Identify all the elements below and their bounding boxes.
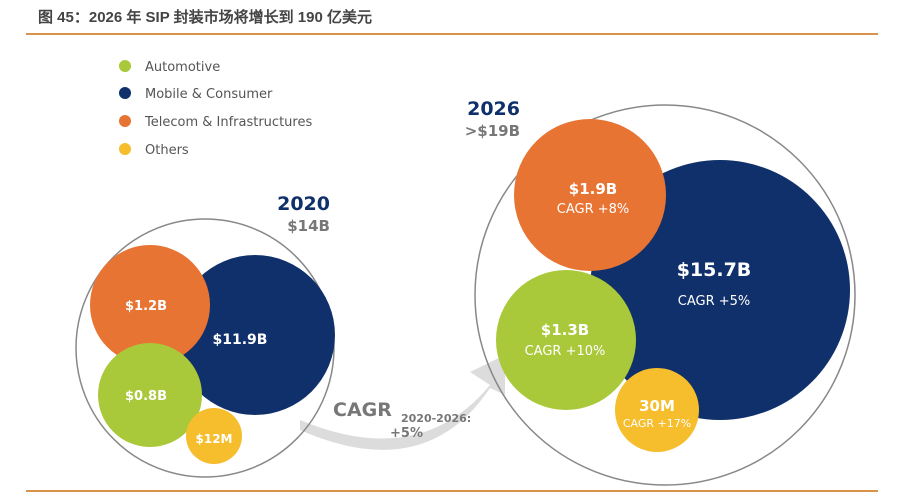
- cagr-automotive-2026: CAGR +10%: [525, 344, 606, 359]
- arrow-value: +5%: [390, 426, 423, 441]
- value-others-2026: 30M: [639, 397, 675, 415]
- bubble-mobile-2020: [175, 255, 335, 415]
- total-2026: >$19B: [465, 122, 520, 140]
- bubble-group-2026: 2026 >$19B $15.7B CAGR +5% $1.9B CAGR +8…: [465, 98, 856, 486]
- legend-label: Mobile & Consumer: [145, 87, 273, 102]
- bubble-automotive-2026: [496, 270, 636, 410]
- value-telecom-2020: $1.2B: [125, 299, 167, 314]
- legend: Automotive Mobile & Consumer Telecom & I…: [119, 60, 312, 158]
- year-2026: 2026: [467, 98, 520, 120]
- bubble-others-2026: [615, 368, 699, 452]
- legend-dot-telecom: [119, 115, 131, 127]
- top-divider: [26, 33, 878, 35]
- legend-label: Others: [145, 143, 189, 158]
- bubble-automotive-2020: [98, 343, 202, 447]
- outer-circle-2020: [75, 218, 335, 478]
- legend-dot-automotive: [119, 60, 131, 72]
- bubble-group-2020: 2020 $14B $11.9B $1.2B $0.8B $12M: [75, 193, 335, 478]
- legend-label: Telecom & Infrastructures: [144, 115, 312, 130]
- bottom-divider: [26, 490, 878, 492]
- value-mobile-2020: $11.9B: [213, 332, 268, 348]
- growth-arrow: [300, 355, 505, 450]
- bubble-telecom-2020: [90, 245, 210, 365]
- cagr-telecom-2026: CAGR +8%: [557, 202, 630, 217]
- total-2020: $14B: [287, 217, 330, 235]
- figure-title: 图 45：2026 年 SIP 封装市场将增长到 190 亿美元: [38, 9, 372, 26]
- arrow-period: 2020-2026:: [401, 412, 471, 425]
- value-telecom-2026: $1.9B: [569, 180, 617, 198]
- cagr-mobile-2026: CAGR +5%: [678, 294, 751, 309]
- value-mobile-2026: $15.7B: [677, 259, 752, 281]
- bubble-others-2020: [186, 408, 242, 464]
- cagr-others-2026: CAGR +17%: [623, 417, 691, 430]
- legend-dot-others: [119, 143, 131, 155]
- arrow-cagr-label: CAGR: [333, 399, 392, 421]
- value-automotive-2026: $1.3B: [541, 321, 589, 339]
- value-automotive-2020: $0.8B: [125, 389, 167, 404]
- year-2020: 2020: [277, 193, 330, 215]
- outer-circle-2026: [474, 104, 856, 486]
- legend-dot-mobile: [119, 87, 131, 99]
- bubble-telecom-2026: [514, 119, 666, 271]
- value-others-2020: $12M: [196, 432, 233, 446]
- legend-label: Automotive: [145, 60, 220, 75]
